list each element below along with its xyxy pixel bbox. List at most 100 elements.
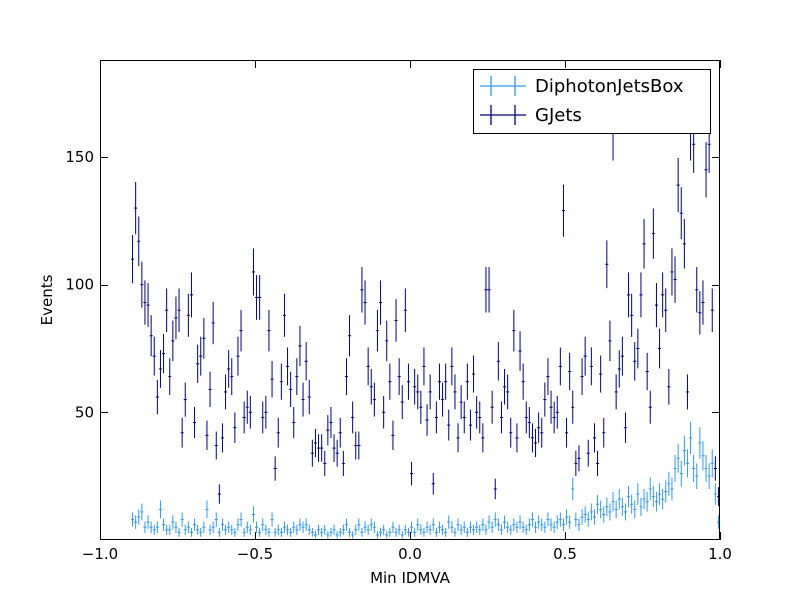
data-point [189,527,193,537]
data-point [140,261,144,308]
data-point [509,524,513,535]
data-point [630,494,634,514]
data-point [481,423,485,453]
data-point [450,521,454,533]
data-point [617,350,621,388]
data-point [261,518,265,531]
data-point [264,524,268,535]
data-point [698,427,702,459]
data-point [400,385,404,420]
data-point [329,527,333,537]
data-point [279,527,283,537]
data-point [478,524,482,535]
data-point [391,420,395,451]
data-point [651,486,655,508]
data-point [543,521,547,533]
legend-label-diphotonjetsbox: DiphotonJetsBox [535,76,684,97]
data-point [140,503,144,521]
data-point [633,500,637,519]
data-point [341,524,345,535]
data-point [158,500,162,519]
data-point [617,488,621,510]
data-point [698,291,702,335]
data-point [546,358,550,395]
data-point [301,521,305,533]
data-point [496,518,500,531]
data-point [320,434,324,462]
data-point [131,512,135,527]
data-point [397,358,401,395]
y-tick-label: 150 [65,148,94,166]
x-axis-label: Min IDMVA [370,569,451,587]
data-point [372,521,376,533]
data-point [220,518,224,531]
data-point [162,518,166,531]
data-point [713,456,717,481]
data-point [338,417,342,448]
data-point [468,521,472,533]
data-point [599,500,603,519]
data-point [214,431,218,460]
data-point [251,248,255,296]
data-point [611,491,615,512]
data-point [143,521,147,533]
data-point [168,524,172,535]
data-point [341,450,345,476]
data-point [704,455,708,483]
data-point [413,369,417,405]
data-point [444,363,448,400]
data-point [605,497,609,517]
data-point [168,358,172,395]
data-point [543,382,547,417]
data-point [546,512,550,527]
series-gjets [100,102,720,540]
data-point [348,527,352,537]
data-point [434,527,438,537]
data-point [636,328,640,369]
data-point [577,518,581,531]
data-point [596,494,600,514]
data-point [670,477,674,501]
data-point [524,401,528,434]
data-point [713,483,717,505]
data-point [565,509,569,525]
data-point [499,401,503,434]
data-point [149,315,153,357]
data-point [326,531,330,539]
data-point [270,360,274,398]
data-point [363,521,367,533]
tick-labels: −1.0 −0.5 0.0 0.5 1.0 50 100 150 [65,148,732,563]
data-point [447,409,451,441]
data-point [518,331,522,371]
data-point [475,396,479,429]
legend-marker-gjets [480,105,526,125]
data-point [295,524,299,535]
data-point [465,527,469,537]
data-point [490,521,494,533]
data-point [131,235,135,284]
data-point [379,280,383,325]
data-point [282,521,286,533]
data-point [592,423,596,453]
data-point [645,352,649,391]
data-point [521,363,525,400]
data-point [481,518,485,531]
data-point [385,320,389,362]
data-point [310,439,314,467]
data-point [146,283,150,328]
data-point [304,518,308,531]
data-point [248,396,252,429]
data-point [174,296,178,340]
data-point [282,293,286,337]
data-point [565,417,569,448]
data-point [385,531,389,539]
data-point [267,309,271,352]
data-point [196,524,200,535]
data-point [689,421,693,455]
data-point [503,515,507,529]
data-point [493,512,497,527]
data-point [549,390,553,424]
data-point [605,240,609,289]
data-point [344,358,348,395]
data-point [614,500,618,519]
